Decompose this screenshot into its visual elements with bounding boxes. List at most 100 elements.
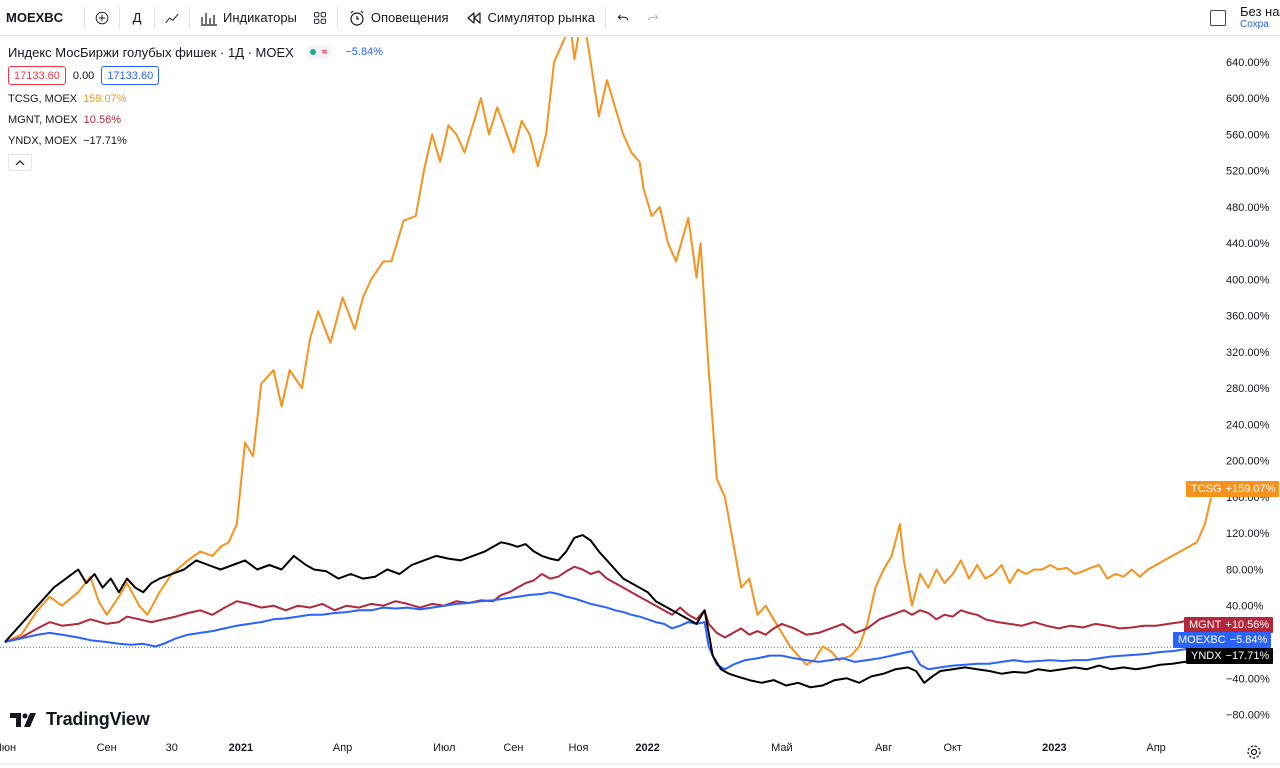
label-value: −5.84% [1229,634,1268,646]
x-tick-label: Апр [333,742,352,754]
toolbar-divider [604,6,606,29]
compare-row-yndx[interactable]: YNDX, MOEX −17.71% [8,130,383,151]
sell-price-box[interactable]: 17133.60 [8,66,66,85]
market-open-dot [309,49,316,55]
legend-title[interactable]: Индекс МосБиржи голубых фишек · 1Д · MOE… [8,44,294,60]
label-value: +159.07% [1225,483,1276,495]
compare-change: 10.56% [83,113,121,126]
y-tick-label: 80.00% [1226,564,1264,576]
save-layout-button[interactable]: Без наз Сохра [1240,5,1280,31]
yndx-price-label[interactable]: YNDX −17.71% [1186,648,1274,664]
top-toolbar: MOEXBC Д Индикаторы Оповещения Симулятор… [0,0,1280,36]
y-tick-label: −80.00% [1226,710,1270,722]
toolbar-divider [189,6,190,29]
y-tick-label: 360.00% [1226,311,1270,323]
y-tick-label: 280.00% [1226,383,1270,395]
symbol-search-button[interactable]: MOEXBC [6,10,64,25]
compare-change: −17.71% [83,134,127,147]
y-tick-label: 200.00% [1226,456,1270,468]
spread-value: 0.00 [72,69,95,82]
layout-checkbox[interactable] [1210,10,1226,26]
toolbar-divider [336,6,338,29]
replay-label: Симулятор рынка [487,10,595,25]
x-tick-label: Май [771,742,793,754]
x-tick-label: 30 [166,742,178,754]
tcsg-price-label[interactable]: TCSG +159.07% [1186,481,1280,497]
undo-button[interactable] [608,0,638,36]
legend-collapse-button[interactable] [8,154,32,171]
indicators-label: Индикаторы [223,10,297,25]
indicators-icon [201,12,217,26]
y-tick-label: 520.00% [1226,166,1270,178]
market-status-badge[interactable]: ≈ [305,45,332,59]
moexbc-price-label[interactable]: MOEXBC −5.84% [1173,632,1272,648]
tradingview-logo-icon [10,712,36,727]
chart-legend: Индекс МосБиржи голубых фишек · 1Д · MOE… [8,42,383,171]
chart-type-button[interactable] [157,0,187,36]
x-tick-label: Ноя [568,742,588,754]
line-chart-icon [165,13,179,23]
y-tick-label: 600.00% [1226,93,1270,105]
label-symbol: MGNT [1189,619,1222,631]
buy-price-box[interactable]: 17133.60 [101,66,160,85]
x-tick-label: Июн [0,742,16,754]
redo-button[interactable] [638,0,668,36]
toolbar-divider [119,6,120,29]
chevron-up-icon [15,159,25,165]
toolbar-divider [84,6,85,29]
undo-icon [617,14,629,20]
label-value: +10.56% [1225,619,1270,631]
plus-circle-icon [95,11,109,24]
indicators-button[interactable]: Индикаторы [192,0,305,36]
series-line-mgnt[interactable] [4,565,1212,643]
series-line-yndx[interactable] [4,534,1212,689]
logo-text: TradingView [46,709,150,729]
y-tick-label: 240.00% [1226,419,1270,431]
legend-change: −5.84% [345,46,383,58]
compare-row-mgnt[interactable]: MGNT, MOEX 10.56% [8,109,383,130]
x-tick-label: Июл [433,742,455,754]
label-value: −17.71% [1225,650,1270,662]
price-row: 17133.60 0.00 17133.60 [8,66,383,85]
alerts-label: Оповещения [370,10,449,25]
layout-button[interactable] [305,0,335,36]
mgnt-price-label[interactable]: MGNT +10.56% [1184,617,1274,633]
y-tick-label: 320.00% [1226,347,1270,359]
label-symbol: TCSG [1191,483,1222,495]
y-tick-label: 440.00% [1226,238,1270,250]
x-tick-label: Сен [97,742,117,754]
tradingview-logo[interactable]: TradingView [10,709,150,730]
y-tick-label: 400.00% [1226,274,1270,286]
price-axis[interactable]: −80.00%−40.00%40.00%80.00%120.00%160.00%… [1226,57,1270,722]
alarm-clock-icon [350,10,364,26]
x-tick-label: Сен [503,742,523,754]
compare-change: 159.07% [83,92,127,105]
grid-icon [313,11,326,24]
delayed-data-icon: ≈ [321,46,328,58]
interval-button[interactable]: Д [132,10,142,25]
x-tick-label: Апр [1146,742,1165,754]
gear-icon[interactable] [1246,744,1262,760]
y-tick-label: 120.00% [1226,528,1270,540]
time-axis[interactable]: Июн Сен 30 2021 Апр Июл Сен Ноя 2022 Май Авг Окт 202… [0,742,1280,765]
series-line-tcsg[interactable] [4,37,1212,666]
y-tick-label: 40.00% [1226,601,1264,613]
series-layer [4,37,1212,689]
series-line-moexbc[interactable] [4,591,1212,671]
grid-layer [0,646,1280,732]
chart-canvas[interactable]: −80.00%−40.00%40.00%80.00%120.00%160.00%… [0,37,1280,768]
replay-button[interactable]: Симулятор рынка [457,0,603,36]
rewind-icon [466,11,481,24]
y-tick-label: 640.00% [1226,57,1270,69]
compare-symbol: MGNT, MOEX [8,113,78,126]
alerts-button[interactable]: Оповещения [340,0,457,36]
compare-add-button[interactable] [87,0,117,36]
redo-icon [647,14,659,20]
legend-title-row: Индекс МосБиржи голубых фишек · 1Д · MOE… [8,42,383,62]
compare-row-tcsg[interactable]: TCSG, MOEX 159.07% [8,88,383,109]
x-tick-label: 2021 [229,742,253,754]
x-tick-label: 2023 [1042,742,1066,754]
x-tick-label: 2022 [635,742,659,754]
layout-title: Без наз [1240,5,1280,19]
save-status: Сохра [1240,19,1269,30]
